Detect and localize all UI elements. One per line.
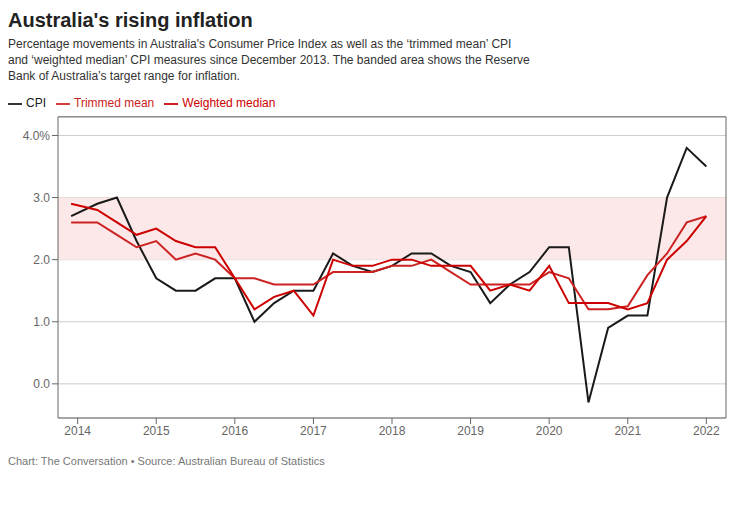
svg-text:2016: 2016 xyxy=(221,424,248,438)
html-text:CPI: CPI xyxy=(26,96,46,110)
html-text:Weighted median: Weighted median xyxy=(182,96,276,110)
svg-text:2.0: 2.0 xyxy=(33,253,50,267)
svg-text:2020: 2020 xyxy=(536,424,563,438)
html-text:Trimmed mean: Trimmed mean xyxy=(74,96,155,110)
svg-text:2022: 2022 xyxy=(693,424,720,438)
svg-text:0.0: 0.0 xyxy=(33,377,50,391)
svg-text:2019: 2019 xyxy=(457,424,484,438)
html-text:Australia's rising inflation: Australia's rising inflation xyxy=(8,9,253,31)
svg-text:2021: 2021 xyxy=(614,424,641,438)
html-text:Percentage movements in Austra: Percentage movements in Australia's Cons… xyxy=(8,37,530,83)
html-text:Chart: The Conversation • Sour: Chart: The Conversation • Source: Austra… xyxy=(8,455,325,467)
svg-text:2018: 2018 xyxy=(379,424,406,438)
svg-text:2017: 2017 xyxy=(300,424,327,438)
svg-text:3.0: 3.0 xyxy=(33,191,50,205)
svg-text:2014: 2014 xyxy=(64,424,91,438)
svg-text:2015: 2015 xyxy=(143,424,170,438)
svg-text:4.0%: 4.0% xyxy=(23,129,51,143)
svg-text:1.0: 1.0 xyxy=(33,315,50,329)
